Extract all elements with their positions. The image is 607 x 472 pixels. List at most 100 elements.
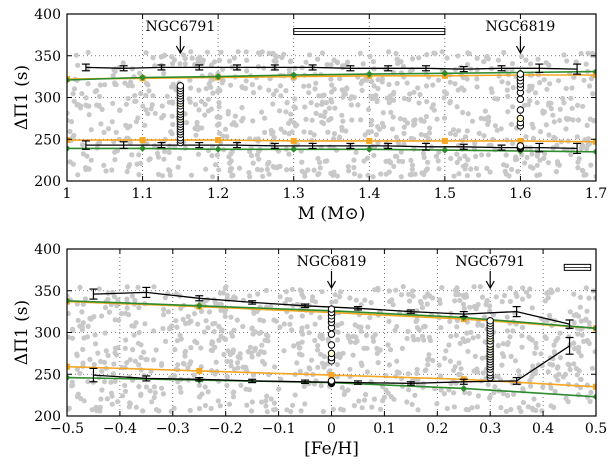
green-marker [460,313,468,321]
population-point [312,337,318,344]
population-point [283,289,289,295]
population-point [348,102,354,108]
population-point [330,406,336,412]
population-point [166,326,173,332]
y-tick-label: 350 [34,49,61,65]
population-point [555,364,561,370]
population-point [201,329,207,335]
x-tick-label: −0.5 [50,421,84,437]
population-point [437,300,443,306]
population-point [573,59,579,65]
population-point [527,98,533,104]
population-point [188,345,194,351]
population-point [534,172,540,178]
population-point [113,129,119,135]
population-point [211,329,217,335]
population-point [564,58,570,64]
population-point [407,298,413,304]
population-point [320,361,326,367]
green-marker [365,70,373,78]
population-point [509,61,516,67]
population-point [312,321,318,327]
orange-marker [215,137,222,144]
green-marker [67,297,71,305]
population-point [519,333,525,339]
population-point [488,142,494,148]
population-point [580,103,586,109]
population-point [258,167,264,173]
orange-series-line [67,139,596,143]
population-point [235,49,241,55]
population-point [353,297,359,303]
population-point [371,83,377,89]
population-point [281,321,287,327]
population-point [173,318,179,324]
population-point [80,360,86,366]
population-point [375,86,381,92]
population-point [201,298,207,304]
population-point [529,405,536,411]
population-point [455,291,462,297]
population-point [574,102,581,108]
population-point [355,102,361,108]
population-point [79,142,86,148]
population-point [183,320,189,327]
population-point [69,335,76,341]
population-point [334,322,341,328]
population-point [512,157,519,163]
population-point [247,293,253,299]
population-point [359,405,365,411]
population-point [216,86,222,93]
population-point [222,313,228,319]
population-point [452,364,458,370]
population-point [441,391,447,397]
population-point [441,115,448,121]
population-point [375,124,381,130]
orange-marker [593,138,596,145]
population-point [288,314,294,320]
green-marker [365,145,373,153]
population-point [215,398,221,404]
population-point [528,383,534,389]
panel-mass: 1 1.1 1.2 1.3 1.4 1.5 1.6 1.7 200 250 300 350 400 M (… [12,7,607,224]
population-point [500,341,506,347]
population-point [394,56,400,62]
population-point [577,294,584,300]
population-point [224,292,230,298]
population-point [455,53,461,59]
population-point [512,358,519,364]
population-point [109,119,115,125]
population-point [256,156,262,162]
population-point [70,91,76,97]
population-point [194,340,200,346]
population-point [460,336,466,342]
population-point [169,113,175,119]
population-point [259,49,265,55]
population-point [415,336,421,343]
population-point [111,361,117,367]
population-point [387,160,394,166]
population-point [317,165,323,171]
population-point [451,173,457,179]
population-point [150,55,156,61]
population-point [401,95,407,102]
population-point [174,324,180,330]
population-point [563,85,569,92]
population-point [481,59,487,65]
population-point [334,173,340,179]
population-point [575,344,582,350]
population-point [264,393,270,399]
population-point [268,396,274,402]
population-point [129,152,135,158]
green-marker [67,144,71,152]
population-point [414,325,420,331]
population-point [294,122,300,128]
population-point [196,394,203,400]
population-point [337,76,343,82]
population-point [177,155,183,162]
population-point [325,336,331,342]
population-point [170,121,176,127]
population-point [292,96,298,102]
population-point [337,354,343,360]
population-point [364,155,371,161]
